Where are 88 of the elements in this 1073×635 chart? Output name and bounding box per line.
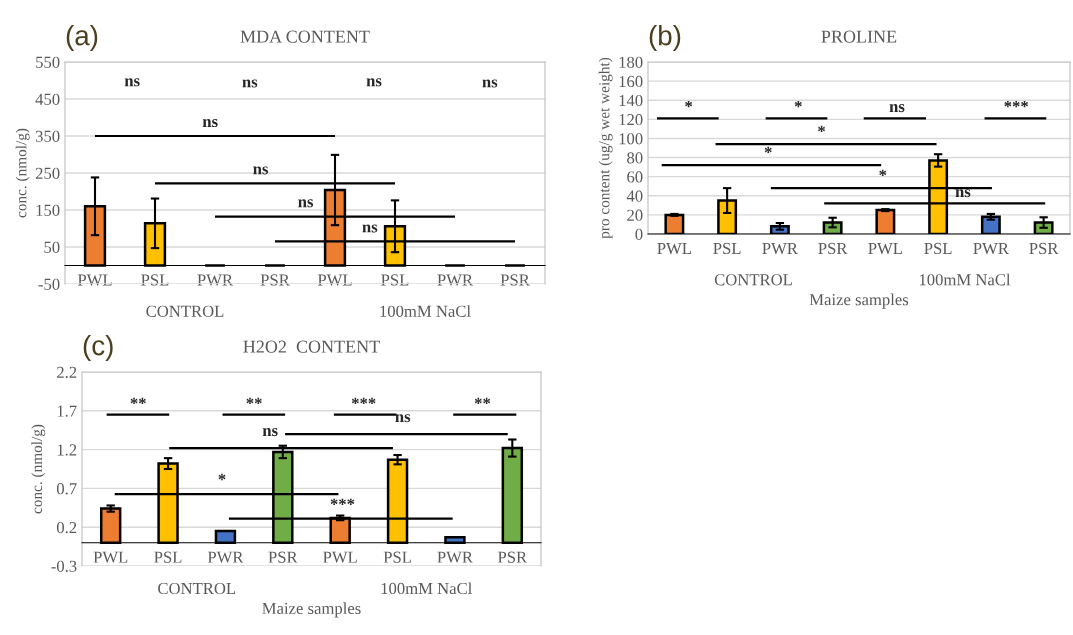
text: 100mM NaCl <box>380 305 471 317</box>
y-tick-label: 350 <box>35 130 60 142</box>
x-tick-label: PWL <box>868 242 902 255</box>
text: CONTROL <box>158 582 236 595</box>
annotation: *** <box>330 498 355 505</box>
y-tick-label: 1.2 <box>57 444 77 456</box>
annotation: *** <box>351 397 376 405</box>
y-tick-label: 2.2 <box>57 366 77 379</box>
annotation: ns <box>253 166 269 175</box>
x-tick-label: PSL <box>154 551 182 563</box>
annotation: * <box>685 100 693 108</box>
y-tick-label: 50 <box>44 241 60 253</box>
text: CONTROL <box>714 274 792 286</box>
annotation: ns <box>242 79 258 88</box>
x-tick-label: PWR <box>207 551 244 563</box>
x-axis-title: Maize samples <box>262 602 361 618</box>
annotation: * <box>218 473 226 481</box>
y-axis-title: pro content (ug/g wet weight) <box>598 57 613 239</box>
annotation: ns <box>955 189 971 198</box>
annotation: ns <box>482 79 498 88</box>
annotation: * <box>794 100 802 108</box>
chart-title: PROLINE <box>821 30 897 43</box>
x-tick-label: PSL <box>381 274 409 286</box>
annotation: ns <box>202 119 218 128</box>
y-axis-title: conc. (nmol/g) <box>15 128 30 218</box>
y-tick-label: 180 <box>619 56 643 68</box>
annotation: ** <box>130 397 146 405</box>
x-tick-label: PWL <box>323 551 357 563</box>
y-tick-label: 0 <box>635 228 643 240</box>
annotation: ** <box>474 397 491 405</box>
y-tick-label: 160 <box>619 75 643 88</box>
x-tick-label: PSR <box>1029 242 1059 255</box>
y-tick-label: 80 <box>627 152 643 164</box>
annotation: ns <box>262 428 278 437</box>
x-tick-label: PSL <box>924 242 952 255</box>
x-tick-label: PWL <box>317 274 352 286</box>
annotation: * <box>764 146 772 154</box>
annotation: ns <box>395 414 411 423</box>
x-tick-label: PWR <box>197 274 234 286</box>
x-tick-label: PSR <box>497 551 528 563</box>
y-tick-label: 100 <box>619 133 643 145</box>
chart-title: H2O2 CONTENT <box>243 340 380 353</box>
y-tick-label: -50 <box>38 278 60 290</box>
y-tick-label: 140 <box>619 94 643 107</box>
y-tick-label: 1.7 <box>57 405 77 417</box>
annotation: ns <box>366 78 382 87</box>
text: (c) <box>83 334 113 361</box>
x-tick-label: PWL <box>77 274 112 286</box>
y-tick-label: 550 <box>36 56 60 68</box>
text: 100mM NaCl <box>919 273 1011 286</box>
y-tick-label: 40 <box>626 190 643 202</box>
annotation: ns <box>362 224 378 233</box>
x-tick-label: PSR <box>268 551 298 563</box>
y-tick-label: 0.2 <box>56 521 77 534</box>
text: CONTROL <box>146 305 224 317</box>
text: (b) <box>649 24 681 51</box>
annotation: ns <box>124 78 140 87</box>
annotation: *** <box>1004 100 1028 108</box>
annotation: ns <box>889 104 905 113</box>
x-tick-label: PWR <box>973 242 1009 255</box>
chart-title: MDA CONTENT <box>240 30 370 43</box>
y-tick-label: 450 <box>35 93 60 105</box>
x-tick-label: PWR <box>437 551 473 563</box>
y-tick-label: 120 <box>619 114 643 126</box>
x-tick-label: PSL <box>713 242 741 255</box>
x-tick-label: PWL <box>93 551 128 563</box>
annotation: * <box>879 169 887 177</box>
y-tick-label: 60 <box>627 171 643 183</box>
x-tick-label: PWL <box>657 242 691 255</box>
text: (a) <box>66 24 98 51</box>
x-tick-label: PWR <box>762 242 798 255</box>
x-tick-label: PSR <box>500 274 530 286</box>
text: 100mM NaCl <box>381 582 472 595</box>
y-tick-label: 0.7 <box>56 483 77 495</box>
x-tick-label: PSL <box>141 274 169 286</box>
annotation: ns <box>298 199 314 208</box>
x-tick-label: PSL <box>383 551 411 563</box>
x-tick-label: PSR <box>818 242 848 255</box>
y-tick-label: 20 <box>627 209 643 221</box>
y-tick-label: -0.3 <box>51 560 77 573</box>
x-axis-title: Maize samples <box>809 293 909 309</box>
x-tick-label: PSR <box>260 274 290 286</box>
y-tick-label: 150 <box>36 204 60 216</box>
y-tick-label: 250 <box>35 167 60 179</box>
y-axis-title: conc. (nmol/g) <box>31 424 46 514</box>
x-tick-label: PWR <box>437 274 474 286</box>
annotation: * <box>818 125 826 133</box>
annotation: ** <box>246 397 262 405</box>
